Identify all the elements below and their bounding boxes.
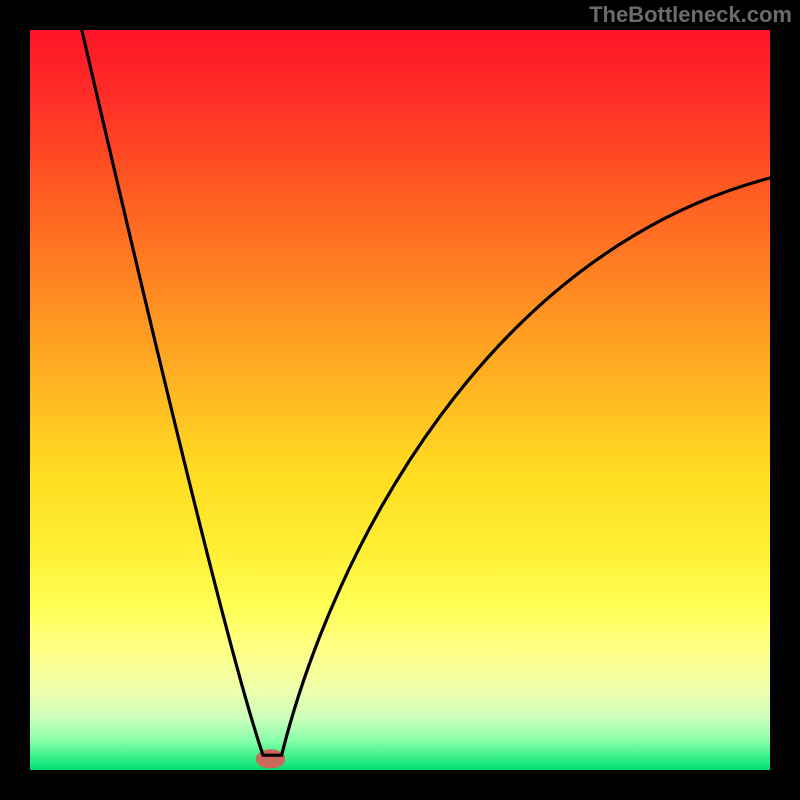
- gradient-background: [30, 30, 770, 770]
- chart-container: TheBottleneck.com: [0, 0, 800, 800]
- watermark-text: TheBottleneck.com: [589, 2, 792, 28]
- plot-area: [30, 30, 770, 770]
- chart-svg: [30, 30, 770, 770]
